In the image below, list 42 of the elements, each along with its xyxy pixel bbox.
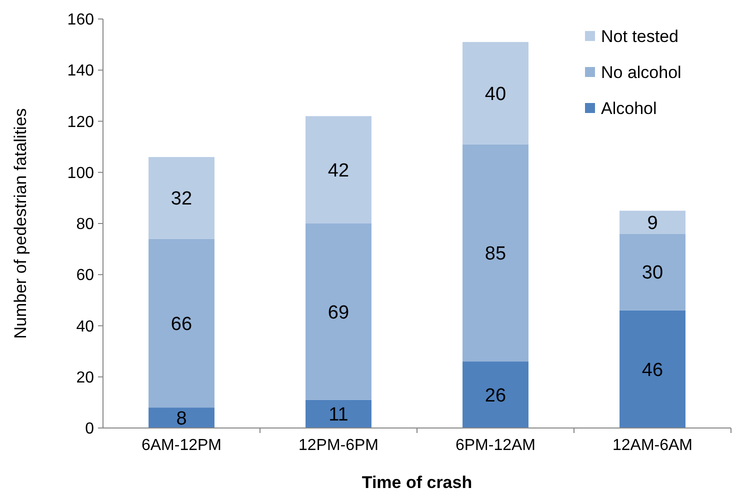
y-tick-label: 40 bbox=[76, 318, 94, 336]
x-tick-label: 12AM-6AM bbox=[612, 437, 693, 454]
bar bbox=[148, 238, 214, 408]
y-tick-label: 20 bbox=[76, 369, 94, 386]
bar bbox=[620, 210, 686, 234]
y-tick-label: 140 bbox=[67, 62, 94, 80]
data-label: 26 bbox=[484, 385, 506, 406]
data-label: 32 bbox=[170, 188, 192, 210]
y-tick-label: 80 bbox=[76, 216, 94, 234]
bar bbox=[462, 362, 528, 428]
y-tick-label: 120 bbox=[67, 114, 94, 131]
data-label: 30 bbox=[642, 262, 664, 284]
data-label: 8 bbox=[176, 408, 187, 430]
y-axis-title: Number of pedestrian fatalities bbox=[11, 108, 30, 339]
x-tick-label: 6AM-12PM bbox=[141, 437, 222, 454]
legend-label: Alcohol bbox=[601, 98, 657, 118]
data-label: 66 bbox=[170, 314, 192, 335]
x-tick-label: 12PM-6PM bbox=[298, 437, 379, 454]
bar bbox=[462, 42, 528, 144]
bar bbox=[620, 310, 686, 428]
y-tick-label: 60 bbox=[76, 267, 94, 284]
bar bbox=[306, 400, 372, 428]
bar bbox=[462, 144, 528, 362]
bar bbox=[148, 157, 214, 239]
x-tick-label: 6PM-12AM bbox=[455, 437, 536, 454]
data-label: 9 bbox=[647, 212, 658, 234]
y-tick-label: 100 bbox=[67, 164, 94, 182]
legend-label: No alcohol bbox=[601, 62, 682, 82]
bar bbox=[620, 234, 686, 310]
data-label: 11 bbox=[328, 404, 348, 426]
y-tick-label: 160 bbox=[67, 12, 94, 29]
y-tick-label: 0 bbox=[85, 420, 94, 438]
data-label: 85 bbox=[484, 244, 506, 265]
data-label: 46 bbox=[642, 360, 664, 381]
data-label: 40 bbox=[484, 84, 506, 105]
bar bbox=[306, 224, 372, 400]
legend-label: Not tested bbox=[601, 26, 678, 46]
bar bbox=[306, 116, 372, 224]
x-axis-title: Time of crash bbox=[362, 473, 472, 492]
data-label: 42 bbox=[328, 160, 350, 182]
bar bbox=[148, 408, 214, 428]
data-label: 69 bbox=[328, 302, 350, 324]
